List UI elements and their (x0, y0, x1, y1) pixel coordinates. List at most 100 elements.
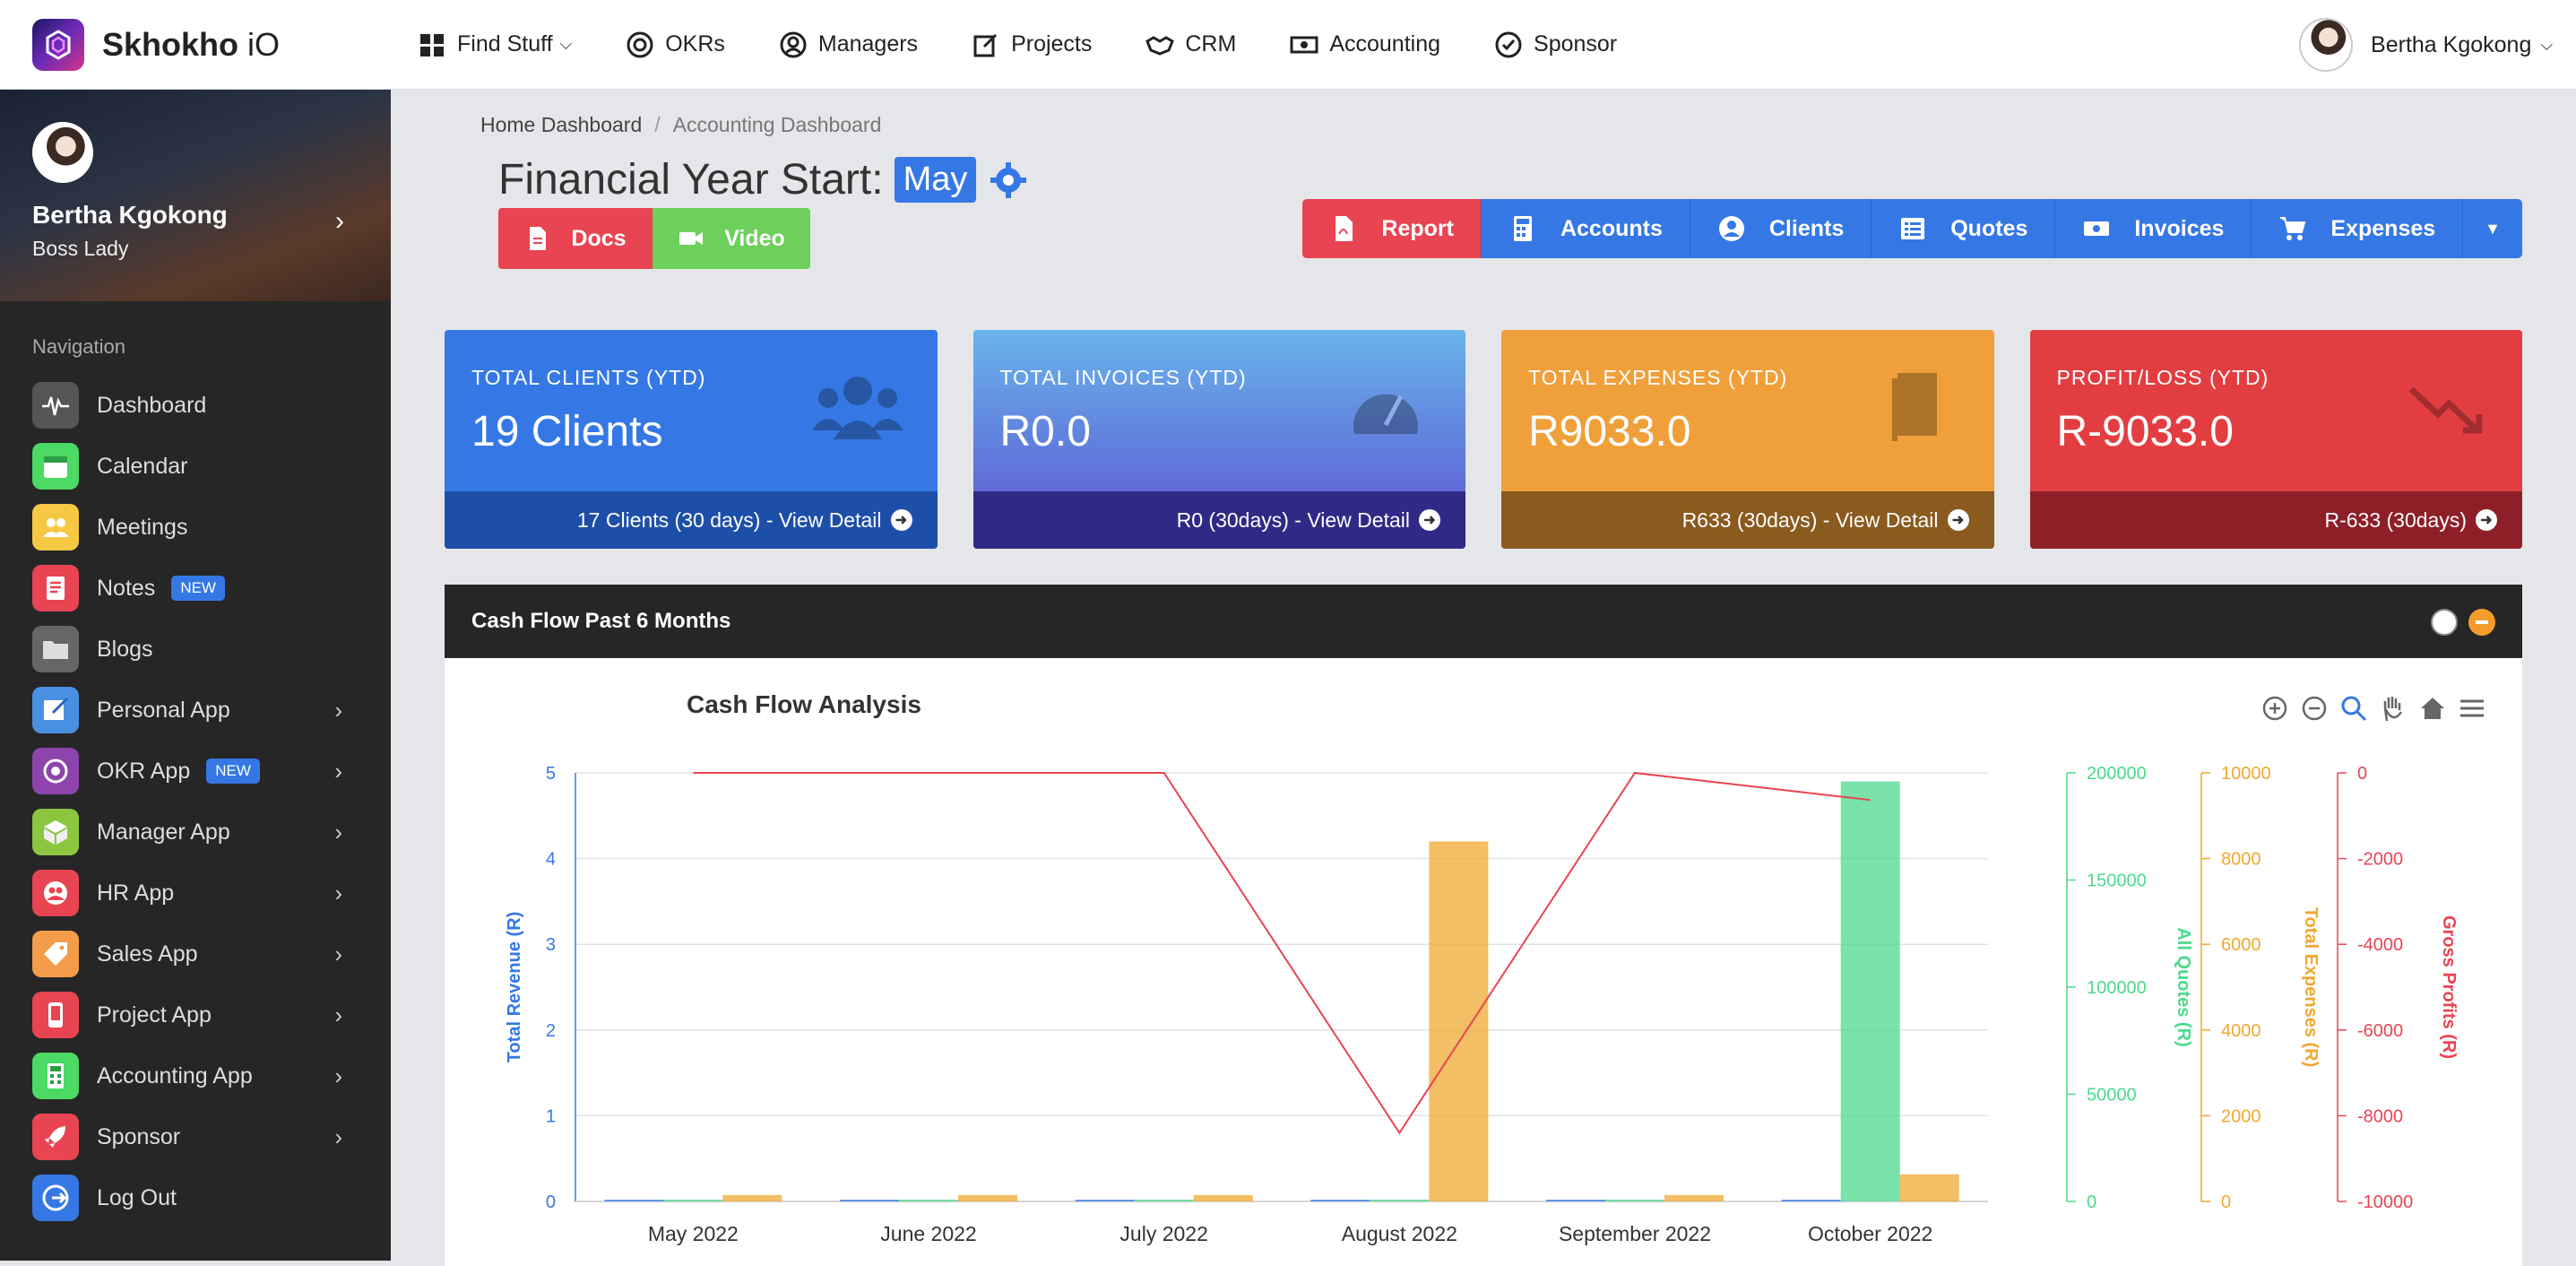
money-icon (1290, 36, 1318, 53)
sidebar-item-sales-app[interactable]: Sales App › (0, 923, 391, 984)
topnav-sponsor[interactable]: Sponsor (1467, 30, 1644, 59)
topnav-okrs[interactable]: OKRs (599, 30, 752, 59)
sidebar-item-hr-app[interactable]: HR App › (0, 863, 391, 923)
sidebar-item-label: Personal App (97, 697, 230, 723)
chevron-right-icon: › (334, 757, 342, 785)
brand[interactable]: Skhokho iO (0, 18, 391, 71)
y-tick-label: 0 (2087, 1192, 2096, 1212)
grid-icon (420, 33, 444, 56)
top-nav: Find Stuff ⌵ OKRs Managers Projects CRM … (391, 30, 1644, 59)
topnav-label: Projects (1011, 31, 1093, 56)
brand-logo-icon (32, 18, 84, 71)
topnav-label: Managers (817, 31, 919, 56)
video-camera-icon (679, 232, 704, 245)
stat-card-expenses[interactable]: TOTAL EXPENSES (YTD) R9033.0 R633 (30day… (1501, 330, 1994, 549)
chevron-right-icon: › (334, 879, 342, 906)
home-icon[interactable] (2418, 694, 2447, 723)
sidebar-item-personal-app[interactable]: Personal App › (0, 680, 391, 741)
bar-y3 (1664, 1194, 1724, 1201)
invoices-label: Invoices (2134, 215, 2225, 241)
card-footer[interactable]: R0 (30days) - View Detail ➜ (972, 491, 1465, 549)
bar-y2 (1370, 1200, 1430, 1201)
card-footer[interactable]: R633 (30days) - View Detail ➜ (1501, 491, 1994, 549)
topnav-find-stuff[interactable]: Find Stuff ⌵ (391, 30, 599, 59)
sidebar-item-meetings[interactable]: Meetings (0, 497, 391, 558)
sidebar-item-label: Calendar (97, 453, 188, 479)
panel-controls (2431, 609, 2495, 636)
video-button[interactable]: Video (653, 208, 810, 269)
stat-card-profit-loss[interactable]: PROFIT/LOSS (YTD) R-9033.0 R-633 (30days… (2029, 330, 2522, 549)
calculator-icon (32, 1053, 79, 1099)
panel-title: Cash Flow Past 6 Months (471, 609, 731, 633)
logout-icon (32, 1175, 79, 1221)
zoom-out-icon[interactable] (2300, 694, 2329, 723)
chevron-right-icon: › (334, 940, 342, 967)
breadcrumb-home[interactable]: Home Dashboard (480, 113, 643, 136)
user-menu[interactable]: Bertha Kgokong ⌵ (2299, 0, 2553, 90)
sidebar-item-dashboard[interactable]: Dashboard (0, 375, 391, 436)
page-title: Financial Year Start: (498, 156, 884, 204)
stat-card-invoices[interactable]: TOTAL INVOICES (YTD) R0.0 R0 (30days) - … (972, 330, 1465, 549)
pencil-icon (32, 687, 79, 733)
book-icon (1891, 373, 1937, 441)
card-footer[interactable]: 17 Clients (30 days) - View Detail ➜ (445, 491, 938, 549)
y-axis-label: Total Expenses (R) (2301, 907, 2321, 1068)
panel-header: Cash Flow Past 6 Months (445, 585, 2522, 658)
topnav-label: OKRs (665, 31, 725, 56)
report-button[interactable]: Report (1302, 199, 1481, 258)
docs-button[interactable]: Docs (498, 208, 653, 269)
expand-icon[interactable] (2431, 609, 2458, 636)
invoices-button[interactable]: Invoices (2054, 199, 2252, 258)
sidebar-item-label: Accounting App (97, 1062, 253, 1088)
card-value: R-9033.0 (2056, 408, 2234, 455)
search-icon[interactable] (2339, 694, 2368, 723)
sidebar-item-calendar[interactable]: Calendar (0, 436, 391, 497)
avatar (32, 122, 93, 183)
y-tick-label: -2000 (2357, 850, 2403, 870)
expenses-label: Expenses (2330, 215, 2436, 241)
sidebar-item-notes[interactable]: Notes NEW (0, 558, 391, 619)
fy-row: Financial Year Start: May (498, 155, 2522, 204)
y-tick-label: 3 (546, 935, 556, 955)
top-navbar: Skhokho iO Find Stuff ⌵ OKRs Managers Pr… (0, 0, 2576, 90)
sidebar-item-log-out[interactable]: Log Out (0, 1167, 391, 1228)
sidebar-item-manager-app[interactable]: Manager App › (0, 802, 391, 863)
topnav-accounting[interactable]: Accounting (1263, 30, 1467, 59)
new-badge: NEW (171, 576, 225, 601)
bar-y2 (663, 1200, 723, 1201)
sidebar-profile[interactable]: Bertha Kgokong Boss Lady › (0, 90, 391, 301)
chart-title: Cash Flow Analysis (687, 690, 921, 718)
topnav-label: CRM (1185, 31, 1237, 56)
sidebar-item-project-app[interactable]: Project App › (0, 984, 391, 1045)
caret-down-icon: ▼ (2485, 219, 2501, 238)
stat-card-clients[interactable]: TOTAL CLIENTS (YTD) 19 Clients 17 Client… (445, 330, 938, 549)
topnav-projects[interactable]: Projects (945, 30, 1119, 59)
edit-icon (973, 33, 998, 56)
document-icon (530, 227, 547, 250)
zoom-in-icon[interactable] (2260, 694, 2289, 723)
more-actions-dropdown[interactable]: ▼ (2462, 199, 2522, 258)
collapse-icon[interactable] (2468, 609, 2495, 636)
y-tick-label: 2000 (2221, 1106, 2261, 1126)
menu-icon[interactable] (2458, 694, 2486, 723)
hand-pan-icon[interactable] (2379, 694, 2407, 723)
sidebar-item-label: OKR App (97, 758, 191, 784)
money-icon (2084, 221, 2110, 236)
expenses-button[interactable]: Expenses (2251, 199, 2463, 258)
accounts-button[interactable]: Accounts (1480, 199, 1690, 258)
sidebar-item-okr-app[interactable]: OKR App NEW › (0, 741, 391, 802)
phone-icon (32, 992, 79, 1038)
gear-icon[interactable] (989, 160, 1028, 200)
topnav-managers[interactable]: Managers (752, 30, 945, 59)
sidebar-item-sponsor[interactable]: Sponsor › (0, 1106, 391, 1167)
card-footer[interactable]: R-633 (30days) ➜ (2029, 491, 2522, 549)
sidebar-item-blogs[interactable]: Blogs (0, 619, 391, 680)
topnav-label: Sponsor (1534, 31, 1618, 56)
sidebar-item-accounting-app[interactable]: Accounting App › (0, 1045, 391, 1106)
sidebar-item-label: Sales App (97, 941, 198, 967)
clients-button[interactable]: Clients (1689, 199, 1871, 258)
topnav-crm[interactable]: CRM (1119, 30, 1263, 59)
quotes-button[interactable]: Quotes (1871, 199, 2055, 258)
y-tick-label: 8000 (2221, 850, 2261, 870)
sidebar-item-label: HR App (97, 880, 175, 906)
